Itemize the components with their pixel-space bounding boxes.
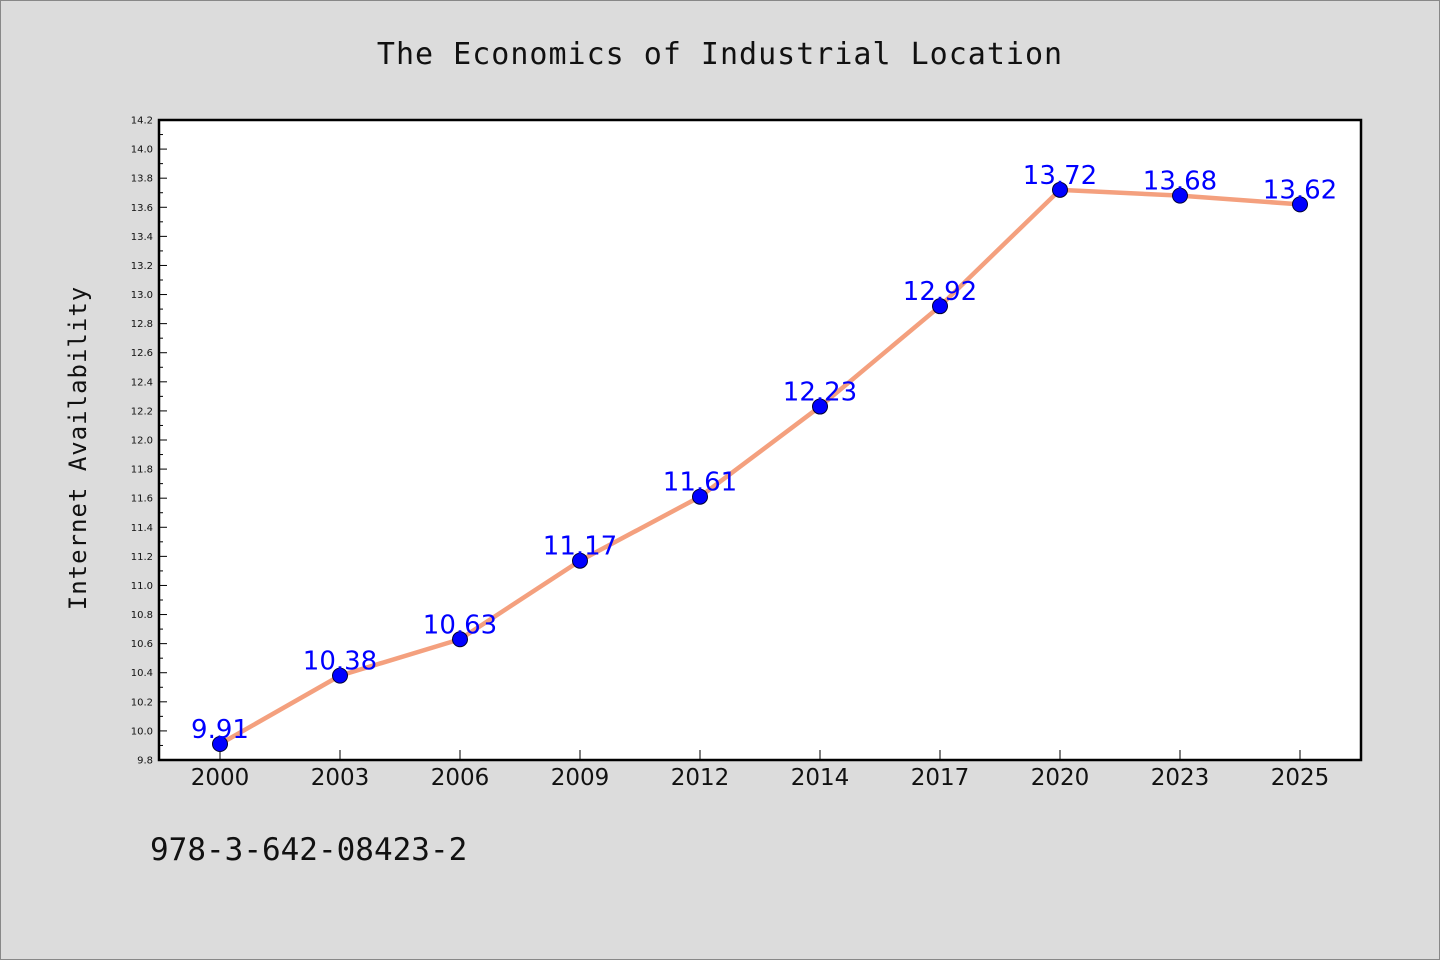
data-point [812,398,828,415]
y-tick-label: 12.0 [131,436,153,447]
x-tick-label: 2000 [191,765,250,791]
y-tick-label: 14.0 [131,145,153,156]
data-point [332,667,348,684]
x-tick-label: 2020 [1031,765,1090,791]
y-tick-label: 12.6 [131,348,153,359]
data-point [1052,181,1068,198]
y-tick-label: 10.6 [131,639,153,650]
y-tick-label: 11.6 [131,494,153,505]
data-point [572,552,588,569]
x-axis-ticks: 2000 2003 2006 2009 2012 2014 2017 2020 2023 2025 [191,750,1330,791]
data-label: 12.92 [903,277,977,307]
y-tick-label: 14.2 [131,116,153,127]
data-label: 10.38 [303,647,377,677]
y-tick-label: 13.2 [131,261,153,272]
y-tick-label: 12.8 [131,319,153,330]
chart-title: The Economics of Industrial Location [377,37,1063,72]
x-tick-label: 2006 [431,765,490,791]
y-tick-label: 13.8 [131,174,153,185]
data-label: 12.23 [783,378,857,408]
series-layer: 9.91 10.38 10.63 11.17 11.61 12.23 12.92 13.72 1… [191,161,1337,752]
x-tick-label: 2003 [311,765,370,791]
data-point [452,631,468,648]
data-label: 10.63 [423,610,497,640]
isbn-label: 978-3-642-08423-2 [150,832,468,868]
y-tick-label: 12.2 [131,406,153,417]
data-label: 13.62 [1263,175,1337,205]
data-label: 11.17 [543,532,617,562]
y-tick-label: 10.2 [131,697,153,708]
x-tick-label: 2009 [551,765,610,791]
y-tick-label: 11.2 [131,552,153,563]
data-label: 9.91 [191,715,249,745]
y-tick-label: 10.0 [131,726,153,737]
y-tick-label: 10.8 [131,610,153,621]
y-tick-label: 11.8 [131,465,153,476]
y-tick-label: 13.0 [131,290,153,301]
y-axis-ticks: 9.8 10.0 10.2 10.4 10.6 10.8 11.0 11.2 11.4 11.6 1… [131,116,167,767]
series-line [218,187,1301,746]
plot-border [157,118,1363,762]
x-tick-label: 2014 [791,765,850,791]
data-point [692,488,708,505]
data-label: 11.61 [663,468,737,498]
x-tick-label: 2025 [1271,765,1330,791]
x-tick-label: 2017 [911,765,970,791]
data-point [1292,196,1308,213]
data-point [212,736,228,752]
data-point [932,298,948,315]
y-tick-label: 9.8 [137,756,153,767]
y-tick-label: 11.0 [131,581,153,592]
plot-area [159,120,1361,760]
data-point [1172,187,1188,204]
y-tick-label: 10.4 [131,668,153,679]
x-tick-label: 2012 [671,765,730,791]
y-axis-label: Internet Availability [64,286,92,610]
y-tick-label: 11.4 [131,523,153,534]
x-tick-label: 2023 [1151,765,1210,791]
y-tick-label: 13.4 [131,232,153,243]
data-label: 13.68 [1143,167,1217,197]
y-tick-label: 12.4 [131,377,153,388]
y-tick-label: 13.6 [131,203,153,214]
data-label: 13.72 [1023,161,1097,191]
